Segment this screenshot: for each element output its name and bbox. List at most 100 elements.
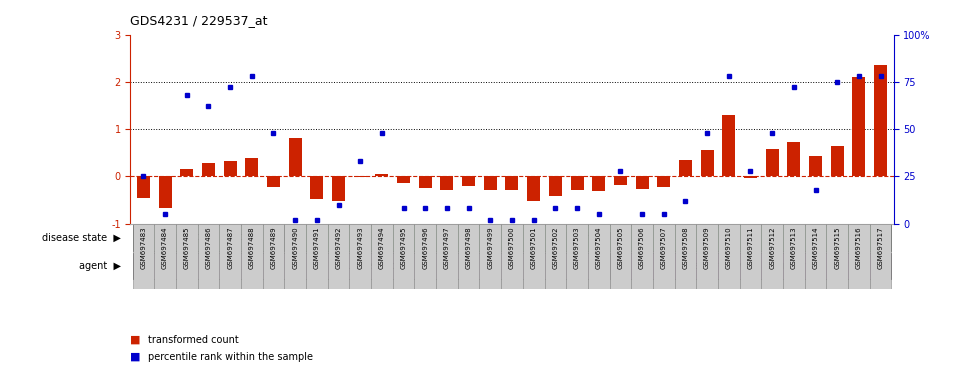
Bar (696, 223, 718, 289)
Bar (284, 35, 306, 223)
Text: uninfected control: uninfected control (160, 232, 256, 242)
Bar (848, 35, 869, 223)
Bar (327, 223, 350, 289)
Bar (636, 176, 648, 189)
Bar (631, 35, 653, 223)
Bar (350, 35, 371, 223)
Bar (848, 223, 869, 289)
Bar (245, 158, 258, 176)
Bar (653, 223, 674, 289)
Bar (787, 142, 800, 176)
Bar (132, 223, 155, 289)
Bar (566, 223, 588, 289)
Bar (501, 35, 523, 223)
Bar (219, 35, 241, 223)
Text: GSM697498: GSM697498 (466, 227, 471, 270)
Bar (766, 149, 779, 176)
Bar (397, 176, 411, 183)
Bar (826, 35, 848, 223)
Text: ■: ■ (130, 352, 144, 362)
Bar (458, 35, 479, 223)
Text: GSM697488: GSM697488 (249, 227, 255, 270)
Bar (505, 176, 519, 190)
Bar (332, 176, 345, 201)
Bar (176, 35, 198, 223)
Text: GSM697483: GSM697483 (140, 227, 147, 270)
Bar (527, 176, 540, 201)
Bar (241, 35, 263, 223)
Bar (805, 223, 826, 289)
Bar (761, 223, 783, 289)
Bar (545, 35, 566, 223)
Bar (414, 223, 436, 289)
Text: GSM697517: GSM697517 (877, 227, 884, 270)
Bar (440, 176, 453, 190)
Text: GDS4231 / 229537_at: GDS4231 / 229537_at (130, 14, 268, 27)
Bar (653, 35, 674, 223)
Text: GSM697514: GSM697514 (812, 227, 818, 269)
Bar (198, 223, 219, 289)
Text: GSM697516: GSM697516 (856, 227, 862, 270)
Bar (809, 156, 822, 176)
Bar (132, 35, 155, 223)
Bar (219, 223, 241, 289)
Bar (306, 223, 327, 289)
Text: GSM697507: GSM697507 (661, 227, 667, 270)
Text: GSM697506: GSM697506 (639, 227, 645, 270)
Bar (414, 35, 436, 223)
Bar (158, 176, 172, 209)
Bar (241, 223, 263, 289)
Bar (523, 35, 545, 223)
Text: GSM697512: GSM697512 (769, 227, 775, 269)
Bar (436, 35, 458, 223)
Bar (306, 35, 327, 223)
Text: GSM697505: GSM697505 (617, 227, 623, 269)
Bar (310, 176, 324, 199)
Bar (852, 77, 866, 176)
Bar (545, 223, 566, 289)
Bar (588, 35, 610, 223)
Text: GSM697504: GSM697504 (596, 227, 602, 269)
Text: GSM697510: GSM697510 (725, 227, 732, 270)
Text: GSM697493: GSM697493 (357, 227, 363, 270)
Text: disease state  ▶: disease state ▶ (42, 233, 121, 243)
Bar (631, 223, 653, 289)
Bar (874, 65, 887, 176)
Text: GSM697503: GSM697503 (574, 227, 580, 270)
Bar (674, 223, 696, 289)
Bar (462, 176, 475, 186)
Text: GSM697491: GSM697491 (314, 227, 320, 270)
Bar (181, 169, 193, 176)
Bar (657, 176, 670, 187)
Bar (740, 223, 761, 289)
Bar (458, 223, 479, 289)
Text: GSM697487: GSM697487 (227, 227, 233, 270)
Text: GSM697511: GSM697511 (748, 227, 753, 270)
Bar (202, 163, 215, 176)
Bar (284, 223, 306, 289)
Text: GSM697494: GSM697494 (379, 227, 384, 269)
Bar (831, 146, 843, 176)
Bar (176, 223, 198, 289)
Bar (371, 223, 393, 289)
Text: GSM697486: GSM697486 (206, 227, 212, 270)
Text: GSM697513: GSM697513 (791, 227, 797, 270)
Text: GSM697496: GSM697496 (422, 227, 428, 270)
Text: GSM697485: GSM697485 (184, 227, 189, 269)
Bar (718, 223, 740, 289)
Bar (696, 35, 718, 223)
Bar (679, 160, 692, 176)
Bar (549, 176, 562, 196)
Bar (155, 35, 176, 223)
Bar (826, 223, 848, 289)
Bar (479, 223, 501, 289)
Text: antiretroviral therapy: antiretroviral therapy (695, 261, 807, 271)
Bar (350, 223, 371, 289)
Bar (224, 161, 237, 176)
Bar (592, 176, 606, 190)
Bar (783, 35, 805, 223)
Bar (327, 35, 350, 223)
Bar (289, 137, 301, 176)
Bar (371, 35, 393, 223)
Bar (418, 176, 432, 188)
